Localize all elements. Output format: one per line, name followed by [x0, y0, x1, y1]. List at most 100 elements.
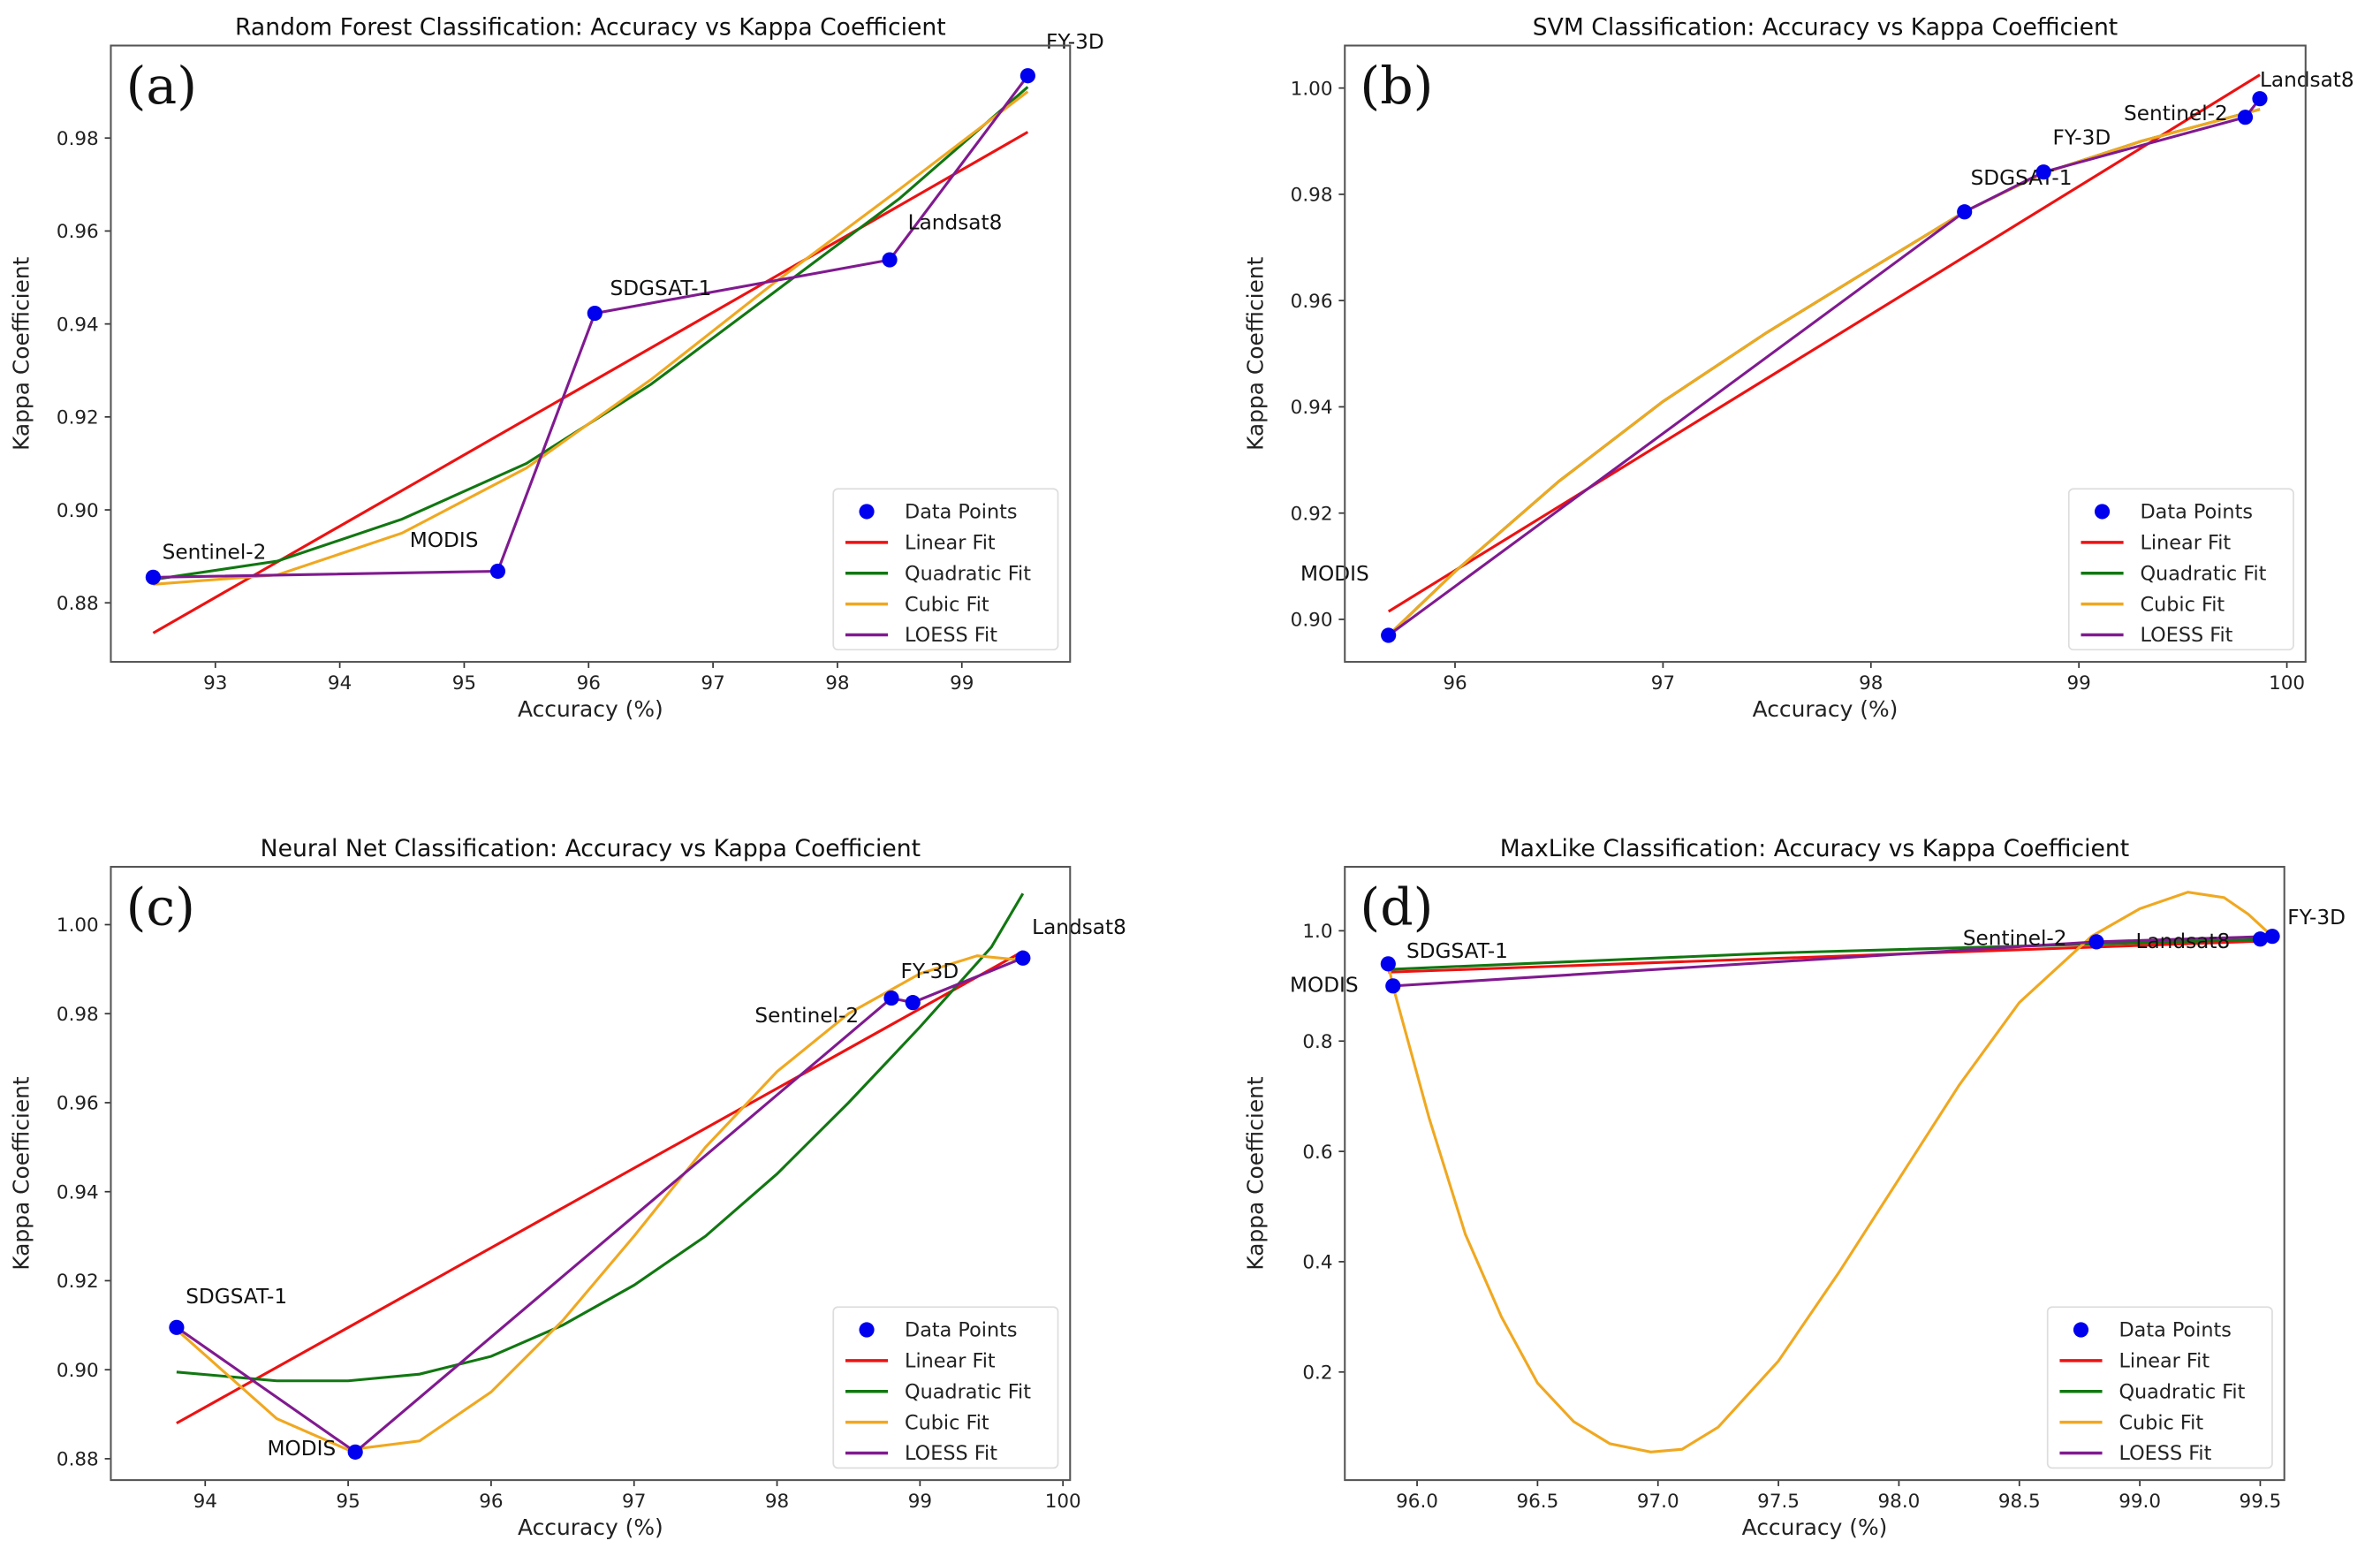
x-tick-label: 99.5: [2240, 1491, 2282, 1513]
data-point: [2035, 164, 2051, 180]
y-tick-label: 0.92: [57, 407, 99, 429]
plot-area: [1386, 891, 2274, 1454]
data-point: [1015, 950, 1031, 966]
legend-label: Data Points: [905, 501, 1017, 524]
x-tick-label: 97.5: [1757, 1491, 1800, 1513]
data-point-label: Sentinel-2: [754, 1004, 859, 1028]
x-tick-label: 97: [1651, 672, 1675, 695]
legend-marker: [2073, 1322, 2089, 1338]
y-axis-label: Kappa Coefficient: [1242, 256, 1268, 451]
chart-panel-d: MaxLike Classification: Accuracy vs Kapp…: [1242, 835, 2346, 1540]
data-point: [1380, 956, 1396, 972]
y-tick-label: 0.98: [1291, 185, 1333, 207]
x-tick-label: 99.0: [2119, 1491, 2161, 1513]
legend-label: Linear Fit: [2119, 1350, 2209, 1373]
y-tick-label: 0.92: [57, 1271, 99, 1293]
plot-area: [1387, 73, 2262, 637]
data-point: [2237, 110, 2254, 125]
x-tick-label: 98.0: [1878, 1491, 1921, 1513]
legend-marker: [859, 1322, 875, 1338]
y-tick-label: 0.2: [1302, 1362, 1332, 1384]
data-point-label: Landsat8: [1032, 915, 1126, 939]
data-point: [905, 995, 921, 1011]
data-point-label: Sentinel-2: [2124, 102, 2228, 125]
legend-label: Data Points: [905, 1319, 1017, 1342]
plot-frame: [110, 865, 1072, 1482]
x-tick-label: 97: [622, 1491, 646, 1513]
chart-title: SVM Classification: Accuracy vs Kappa Co…: [1533, 14, 2119, 42]
data-point-label: FY-3D: [2287, 906, 2346, 930]
data-point-label: Landsat8: [908, 211, 1003, 235]
data-point: [1957, 204, 1973, 220]
x-tick-label: 96.5: [1516, 1491, 1558, 1513]
linear-fit-line: [152, 131, 1029, 634]
panel-label: (a): [126, 56, 197, 116]
data-point: [1385, 978, 1401, 994]
y-tick-label: 0.90: [1291, 610, 1333, 632]
panel-label: (b): [1360, 56, 1433, 116]
y-tick-label: 0.94: [1291, 397, 1333, 419]
y-tick-label: 0.98: [57, 128, 99, 150]
y-tick-label: 1.0: [1302, 921, 1332, 943]
panel-label: (c): [126, 877, 195, 937]
x-tick-label: 95: [452, 672, 476, 695]
legend-label: Data Points: [2119, 1319, 2231, 1342]
y-tick-label: 0.94: [57, 314, 99, 336]
x-tick-label: 98: [825, 672, 849, 695]
chart-title: MaxLike Classification: Accuracy vs Kapp…: [1500, 835, 2130, 862]
data-point-label: SDGSAT-1: [1971, 166, 2073, 190]
x-tick-label: 93: [203, 672, 227, 695]
data-point-label: MODIS: [410, 528, 479, 552]
data-point-label: SDGSAT-1: [610, 277, 711, 300]
y-tick-label: 0.90: [57, 500, 99, 522]
data-point-label: MODIS: [1290, 974, 1359, 998]
x-tick-label: 94: [193, 1491, 217, 1513]
x-tick-label: 99: [950, 672, 974, 695]
x-tick-label: 95: [336, 1491, 360, 1513]
data-point: [2252, 931, 2269, 947]
chart-title: Neural Net Classification: Accuracy vs K…: [261, 835, 921, 862]
plot-frame: [1344, 865, 2285, 1482]
y-tick-label: 0.6: [1302, 1142, 1332, 1164]
legend-label: Quadratic Fit: [2140, 562, 2266, 585]
legend-label: Linear Fit: [2140, 532, 2231, 555]
y-tick-label: 0.90: [57, 1360, 99, 1382]
data-point: [883, 991, 899, 1006]
data-point: [2264, 929, 2280, 945]
x-axis-label: Accuracy (%): [518, 696, 663, 722]
legend-label: Linear Fit: [905, 1350, 996, 1373]
legend-box: [832, 488, 1059, 651]
quadratic-fit-line: [176, 892, 1025, 1383]
x-axis-label: Accuracy (%): [1742, 1514, 1888, 1540]
x-tick-label: 100: [2269, 672, 2305, 695]
data-point: [145, 569, 161, 585]
data-point: [169, 1319, 185, 1335]
data-point-label: MODIS: [1300, 562, 1369, 586]
legend-label: Data Points: [2140, 501, 2252, 524]
y-tick-label: 0.94: [57, 1181, 99, 1203]
x-tick-label: 98: [1859, 672, 1883, 695]
legend-label: LOESS Fit: [2119, 1442, 2211, 1465]
y-tick-label: 0.8: [1302, 1031, 1332, 1053]
legend-label: LOESS Fit: [905, 624, 997, 647]
y-axis-label: Kappa Coefficient: [9, 1076, 34, 1271]
legend-label: LOESS Fit: [2140, 624, 2232, 647]
quadratic-fit-line: [1388, 937, 2273, 971]
y-tick-label: 0.96: [57, 221, 99, 243]
legend-label: Cubic Fit: [2119, 1411, 2203, 1434]
data-point: [489, 563, 506, 580]
x-tick-label: 97.0: [1637, 1491, 1679, 1513]
chart-panel-c: Neural Net Classification: Accuracy vs K…: [9, 835, 1126, 1540]
x-tick-label: 99: [2067, 672, 2091, 695]
x-tick-label: 97: [701, 672, 724, 695]
y-axis-label: Kappa Coefficient: [9, 256, 34, 451]
y-axis-label: Kappa Coefficient: [1242, 1076, 1268, 1271]
panel-label: (d): [1360, 877, 1433, 937]
legend-label: Cubic Fit: [905, 593, 989, 616]
legend-label: Quadratic Fit: [905, 1380, 1031, 1403]
linear-fit-line: [1387, 73, 2261, 613]
data-point-label: Sentinel-2: [1963, 926, 2067, 950]
data-point-label: MODIS: [268, 1437, 337, 1461]
x-axis-label: Accuracy (%): [518, 1514, 663, 1540]
